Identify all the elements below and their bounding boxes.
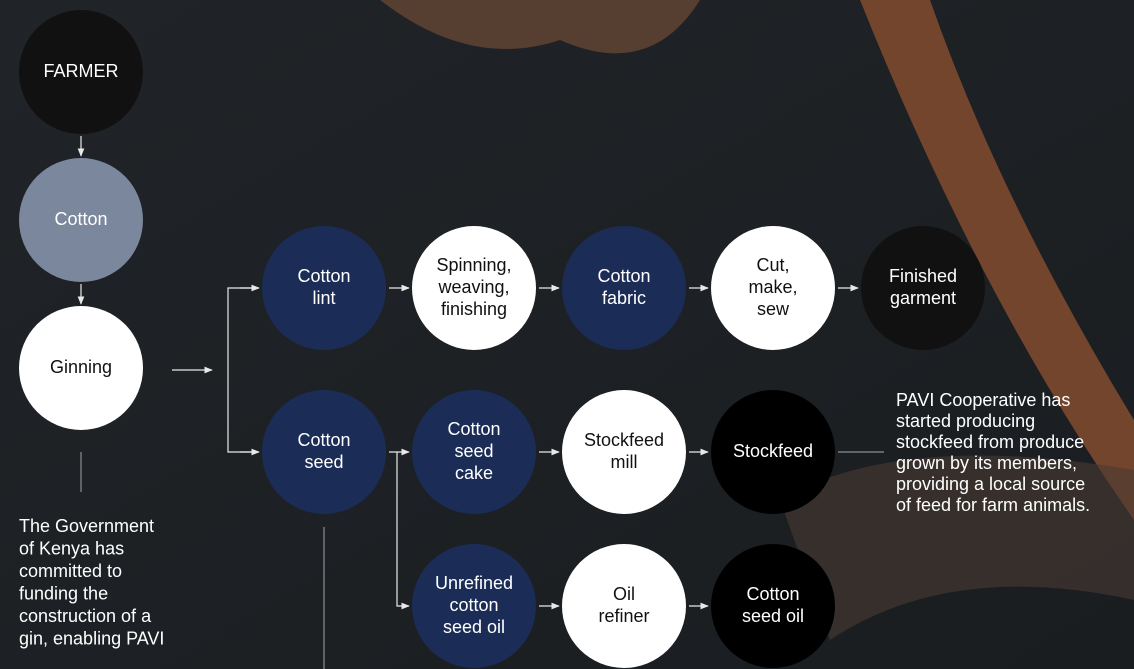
node-label: Cotton — [297, 266, 350, 286]
node-label: Cotton — [54, 209, 107, 229]
node-label: sew — [757, 299, 790, 319]
note-text: started producing — [896, 411, 1035, 431]
note-text: of Kenya has — [19, 538, 124, 558]
node-label: FARMER — [43, 61, 118, 81]
node-label: Ginning — [50, 357, 112, 377]
node-label: refiner — [598, 606, 649, 626]
node-label: Cotton — [297, 430, 350, 450]
node-label: Cut, — [756, 255, 789, 275]
page: FARMERCottonGinningCottonlintSpinning,we… — [0, 0, 1134, 669]
node-label: seed — [454, 441, 493, 461]
node-label: garment — [890, 288, 956, 308]
note-text: The Government — [19, 516, 154, 536]
node-label: Cotton — [447, 419, 500, 439]
node-label: cotton — [449, 595, 498, 615]
note-text: PAVI Cooperative has — [896, 390, 1070, 410]
note-text: stockfeed from produce — [896, 432, 1084, 452]
node-label: Spinning, — [436, 255, 511, 275]
node-label: mill — [611, 452, 638, 472]
node-label: Stockfeed — [733, 441, 813, 461]
node-label: lint — [312, 288, 335, 308]
node-label: seed — [304, 452, 343, 472]
node-label: fabric — [602, 288, 646, 308]
node-label: Stockfeed — [584, 430, 664, 450]
node-label: make, — [748, 277, 797, 297]
node-label: Finished — [889, 266, 957, 286]
node-label: seed oil — [443, 617, 505, 637]
node-label: seed oil — [742, 606, 804, 626]
note-text: providing a local source — [896, 474, 1085, 494]
note-text: construction of a — [19, 606, 152, 626]
note-text: funding the — [19, 583, 108, 603]
note-text: grown by its members, — [896, 453, 1077, 473]
node-label: Oil — [613, 584, 635, 604]
note-text: of feed for farm animals. — [896, 495, 1090, 515]
node-label: Cotton — [746, 584, 799, 604]
node-label: finishing — [441, 299, 507, 319]
node-label: cake — [455, 463, 493, 483]
node-label: weaving, — [437, 277, 509, 297]
note-text: gin, enabling PAVI — [19, 628, 164, 648]
diagram: FARMERCottonGinningCottonlintSpinning,we… — [0, 0, 1134, 669]
node-label: Cotton — [597, 266, 650, 286]
node-label: Unrefined — [435, 573, 513, 593]
note-text: committed to — [19, 561, 122, 581]
